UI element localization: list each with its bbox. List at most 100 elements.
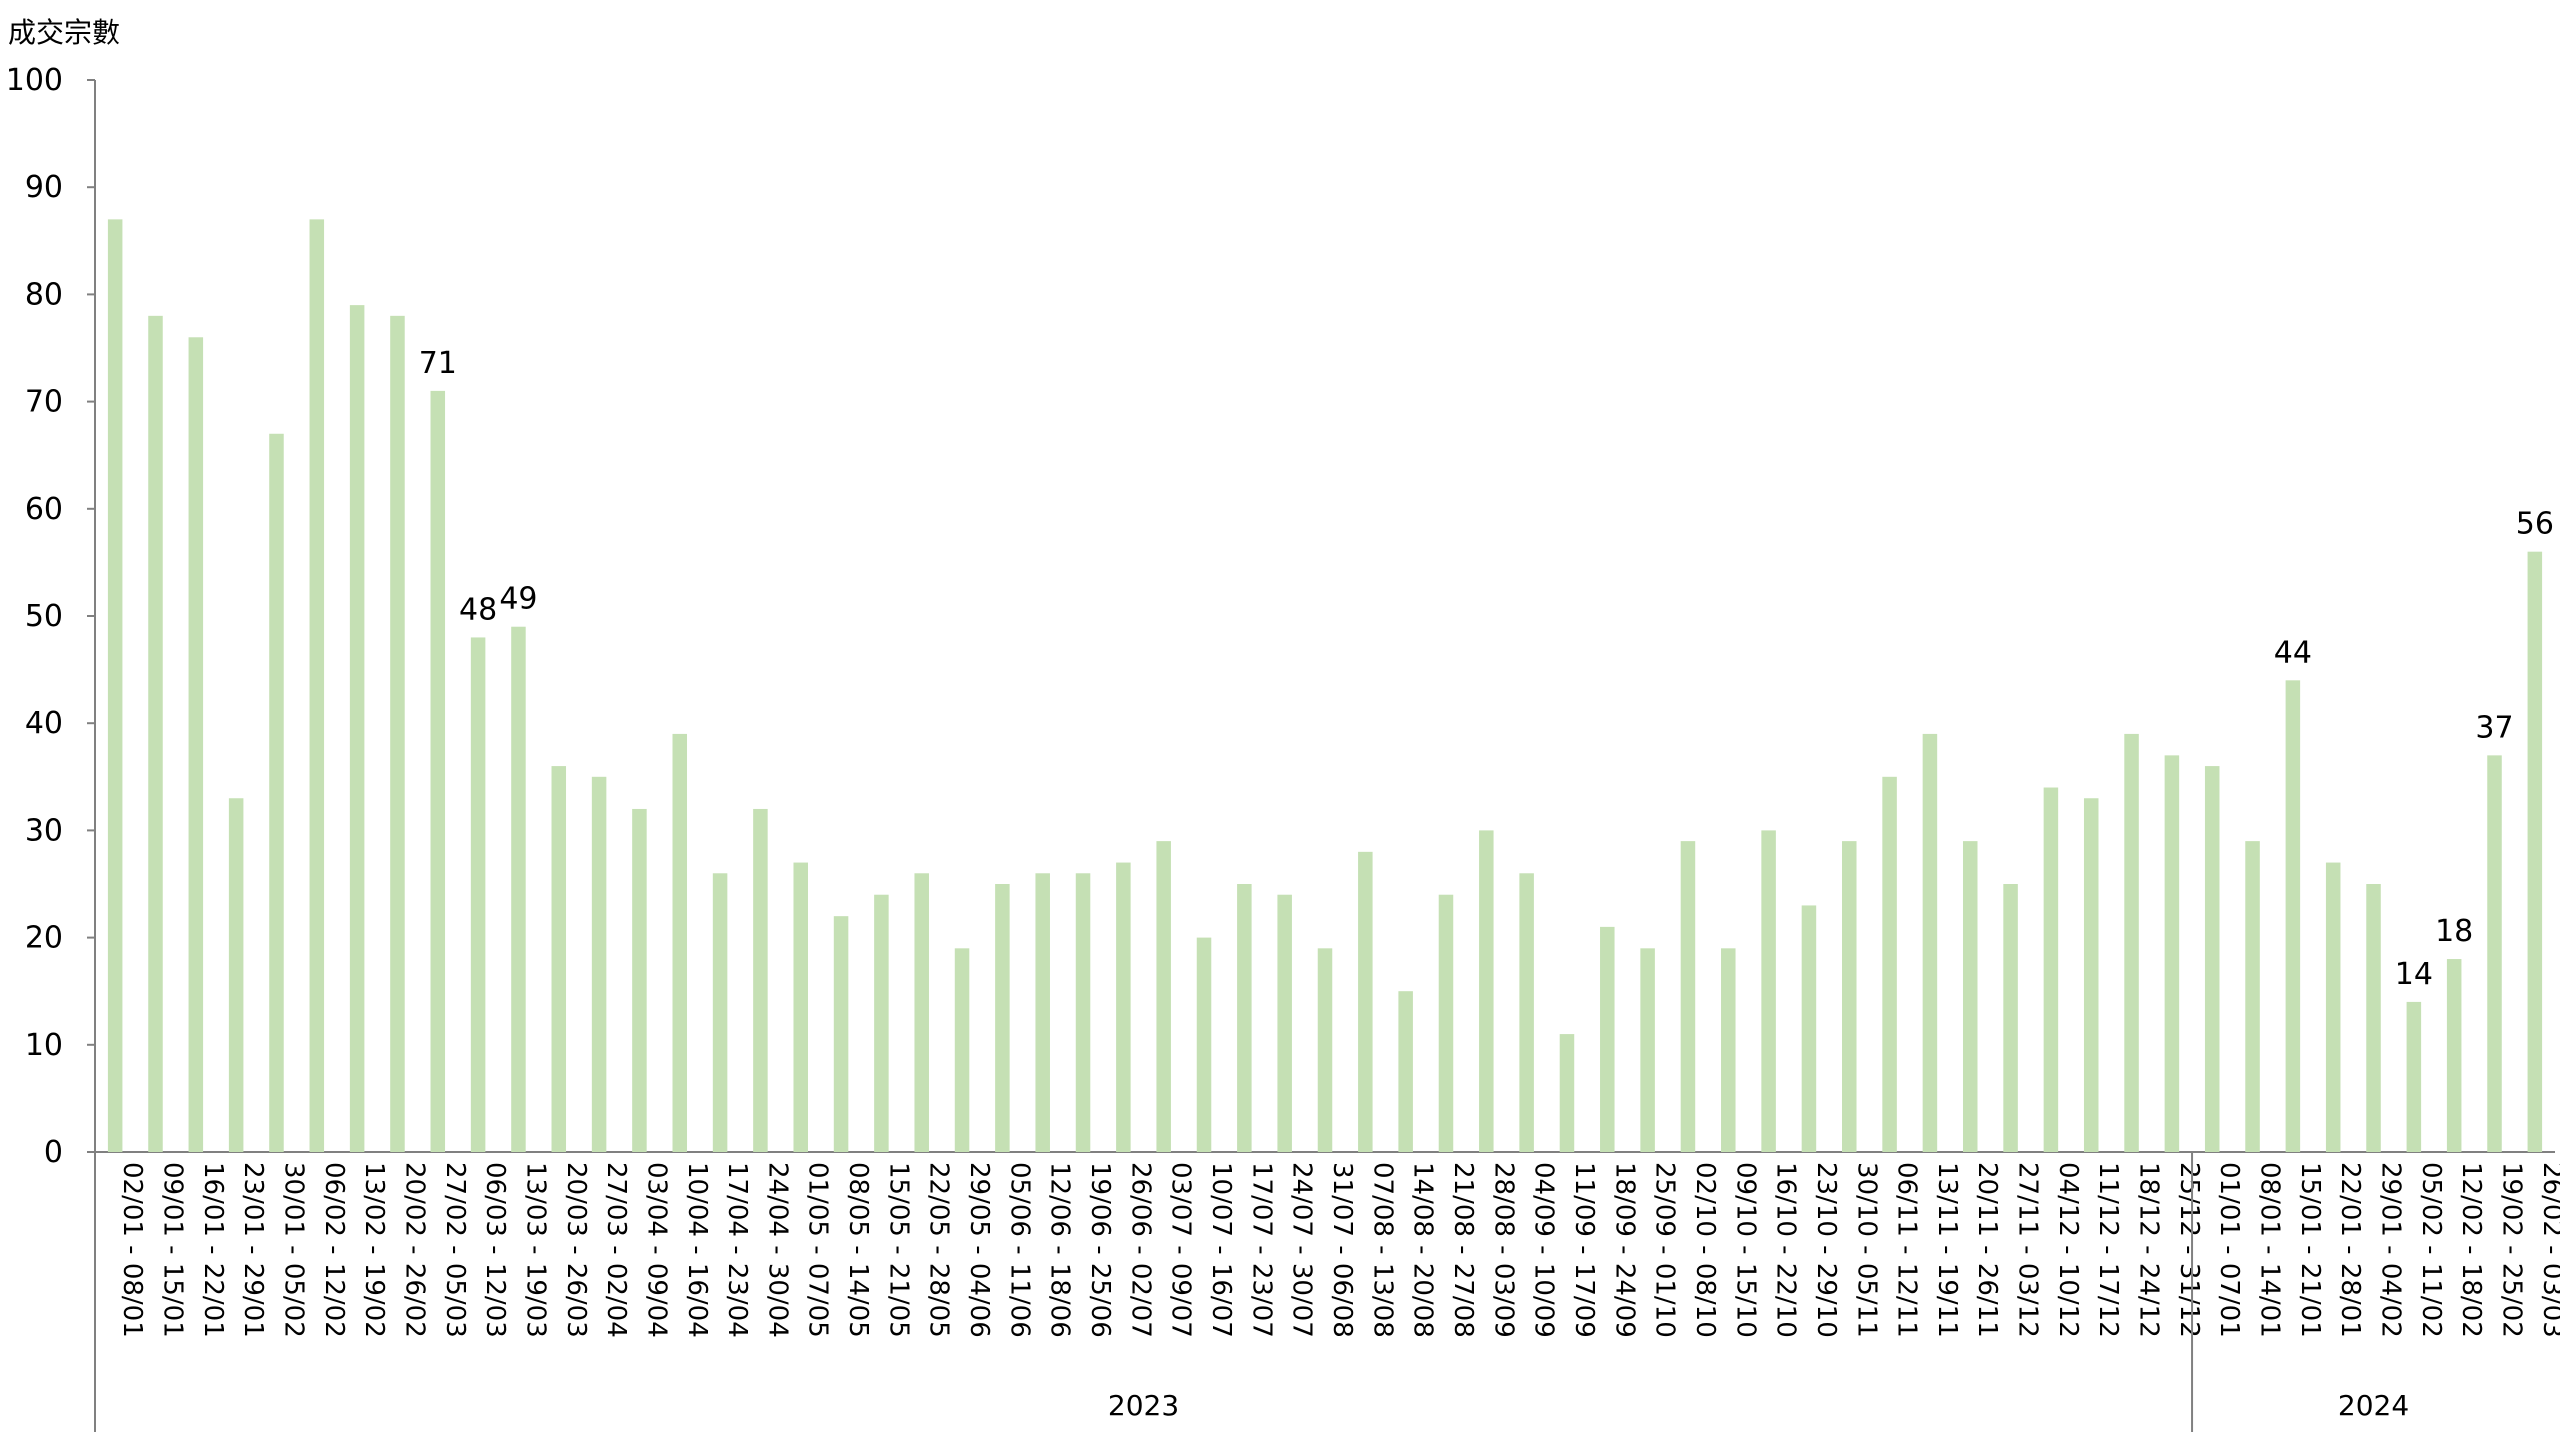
x-tick-label: 25/09 - 01/10 <box>1650 1162 1680 1338</box>
bar <box>228 798 244 1152</box>
bar <box>1559 1034 1575 1152</box>
x-tick-label: 20/03 - 26/03 <box>561 1162 591 1338</box>
x-tick-label: 20/02 - 26/02 <box>399 1162 429 1338</box>
bar <box>672 733 688 1152</box>
bar <box>511 626 526 1152</box>
data-label: 18 <box>2435 914 2473 949</box>
x-tick-label: 13/11 - 19/11 <box>1932 1162 1962 1338</box>
bar <box>430 390 446 1152</box>
data-label: 14 <box>2395 957 2433 992</box>
bar <box>1277 894 1292 1152</box>
bar <box>1519 873 1534 1152</box>
x-tick-label: 17/04 - 23/04 <box>722 1162 752 1338</box>
x-tick-label: 24/07 - 30/07 <box>1287 1162 1317 1338</box>
y-tick-label: 10 <box>25 1028 63 1063</box>
bar <box>1761 830 1776 1152</box>
bar <box>148 315 163 1153</box>
bar <box>1600 926 1615 1152</box>
bar <box>2406 1001 2422 1152</box>
bar <box>390 315 405 1153</box>
x-tick-label: 19/06 - 25/06 <box>1085 1162 1115 1338</box>
x-tick-label: 02/01 - 08/01 <box>117 1162 147 1338</box>
x-tick-label: 10/07 - 16/07 <box>1206 1162 1236 1338</box>
x-tick-label: 06/03 - 12/03 <box>480 1162 510 1338</box>
bar <box>107 219 123 1153</box>
x-tick-label: 11/12 - 17/12 <box>2093 1162 2123 1338</box>
x-tick-label: 12/02 - 18/02 <box>2456 1162 2486 1338</box>
x-tick-label: 26/06 - 02/07 <box>1125 1162 1155 1338</box>
x-tick-label: 12/06 - 18/06 <box>1045 1162 1075 1338</box>
bar <box>1035 873 1050 1152</box>
y-tick-label: 80 <box>25 277 63 312</box>
bar <box>1196 937 1212 1152</box>
x-tick-label: 02/10 - 08/10 <box>1690 1162 1720 1338</box>
x-tick-label: 25/12 - 31/12 <box>2174 1162 2204 1338</box>
data-label: 48 <box>459 592 497 627</box>
y-tick-label: 0 <box>44 1135 63 1170</box>
bar <box>753 808 768 1152</box>
x-tick-label: 23/10 - 29/10 <box>1811 1162 1841 1338</box>
x-tick-label: 30/10 - 05/11 <box>1851 1162 1881 1338</box>
bar <box>551 766 567 1152</box>
x-tick-label: 18/12 - 24/12 <box>2134 1162 2164 1338</box>
x-tick-label: 22/01 - 28/01 <box>2335 1162 2365 1338</box>
x-tick-label: 03/07 - 09/07 <box>1166 1162 1196 1338</box>
data-label: 71 <box>419 346 457 381</box>
bar <box>309 219 325 1153</box>
year-group-label: 2023 <box>1108 1389 1179 1422</box>
bar <box>1398 991 1413 1152</box>
bar <box>1075 873 1091 1152</box>
bar <box>833 916 849 1152</box>
bar <box>1156 841 1171 1152</box>
bar <box>712 873 728 1152</box>
x-tick-label: 27/03 - 02/04 <box>601 1162 631 1338</box>
bar <box>188 337 204 1152</box>
bar <box>793 862 808 1152</box>
x-tick-label: 08/01 - 14/01 <box>2255 1162 2285 1338</box>
x-tick-label: 03/04 - 09/04 <box>641 1162 671 1338</box>
x-tick-label: 05/06 - 11/06 <box>1004 1162 1034 1338</box>
x-tick-label: 09/10 - 15/10 <box>1730 1162 1760 1338</box>
x-tick-label: 14/08 - 20/08 <box>1408 1162 1438 1338</box>
bar <box>1680 841 1696 1152</box>
bar <box>874 894 889 1152</box>
x-tick-label: 01/01 - 07/01 <box>2214 1162 2244 1338</box>
bars <box>107 219 2543 1153</box>
x-tick-label: 22/05 - 28/05 <box>924 1162 954 1338</box>
y-tick-label: 30 <box>25 813 63 848</box>
x-tick-labels: 02/01 - 08/01 09/01 - 15/01 16/01 - 22/01 2… <box>117 1162 2560 1338</box>
data-label: 44 <box>2274 635 2312 670</box>
y-tick-label: 20 <box>25 921 63 956</box>
bar <box>1438 894 1454 1152</box>
bar <box>470 637 486 1152</box>
x-tick-label: 04/12 - 10/12 <box>2053 1162 2083 1338</box>
x-tick-label: 09/01 - 15/01 <box>157 1162 187 1338</box>
x-tick-label: 24/04 - 30/04 <box>762 1162 792 1338</box>
bar <box>2446 959 2462 1152</box>
x-tick-label: 31/07 - 06/08 <box>1327 1162 1357 1338</box>
y-tick-label: 40 <box>25 706 63 741</box>
bar <box>2204 766 2220 1152</box>
bar <box>269 433 284 1152</box>
bar <box>2164 755 2180 1152</box>
data-label: 56 <box>2516 507 2554 542</box>
x-tick-label: 20/11 - 26/11 <box>1972 1162 2002 1338</box>
bar <box>1922 733 1938 1152</box>
x-tick-label: 06/11 - 12/11 <box>1892 1162 1922 1338</box>
axes: 0 10 20 30 40 50 60 70 80 90 100 <box>6 63 2555 1432</box>
data-label: 49 <box>499 582 537 617</box>
bar <box>2366 884 2381 1152</box>
bar <box>1962 841 1978 1152</box>
bar <box>995 884 1010 1152</box>
bar <box>2487 755 2502 1152</box>
x-tick-label: 13/02 - 19/02 <box>359 1162 389 1338</box>
x-tick-label: 26/02 - 03/03 <box>2537 1162 2560 1338</box>
x-tick-label: 15/01 - 21/01 <box>2295 1162 2325 1338</box>
x-tick-label: 19/02 - 25/02 <box>2497 1162 2527 1338</box>
data-label: 37 <box>2475 710 2513 745</box>
x-tick-label: 13/03 - 19/03 <box>520 1162 550 1338</box>
bar <box>2245 841 2260 1152</box>
x-tick-label: 15/05 - 21/05 <box>883 1162 913 1338</box>
bar <box>2083 798 2099 1152</box>
